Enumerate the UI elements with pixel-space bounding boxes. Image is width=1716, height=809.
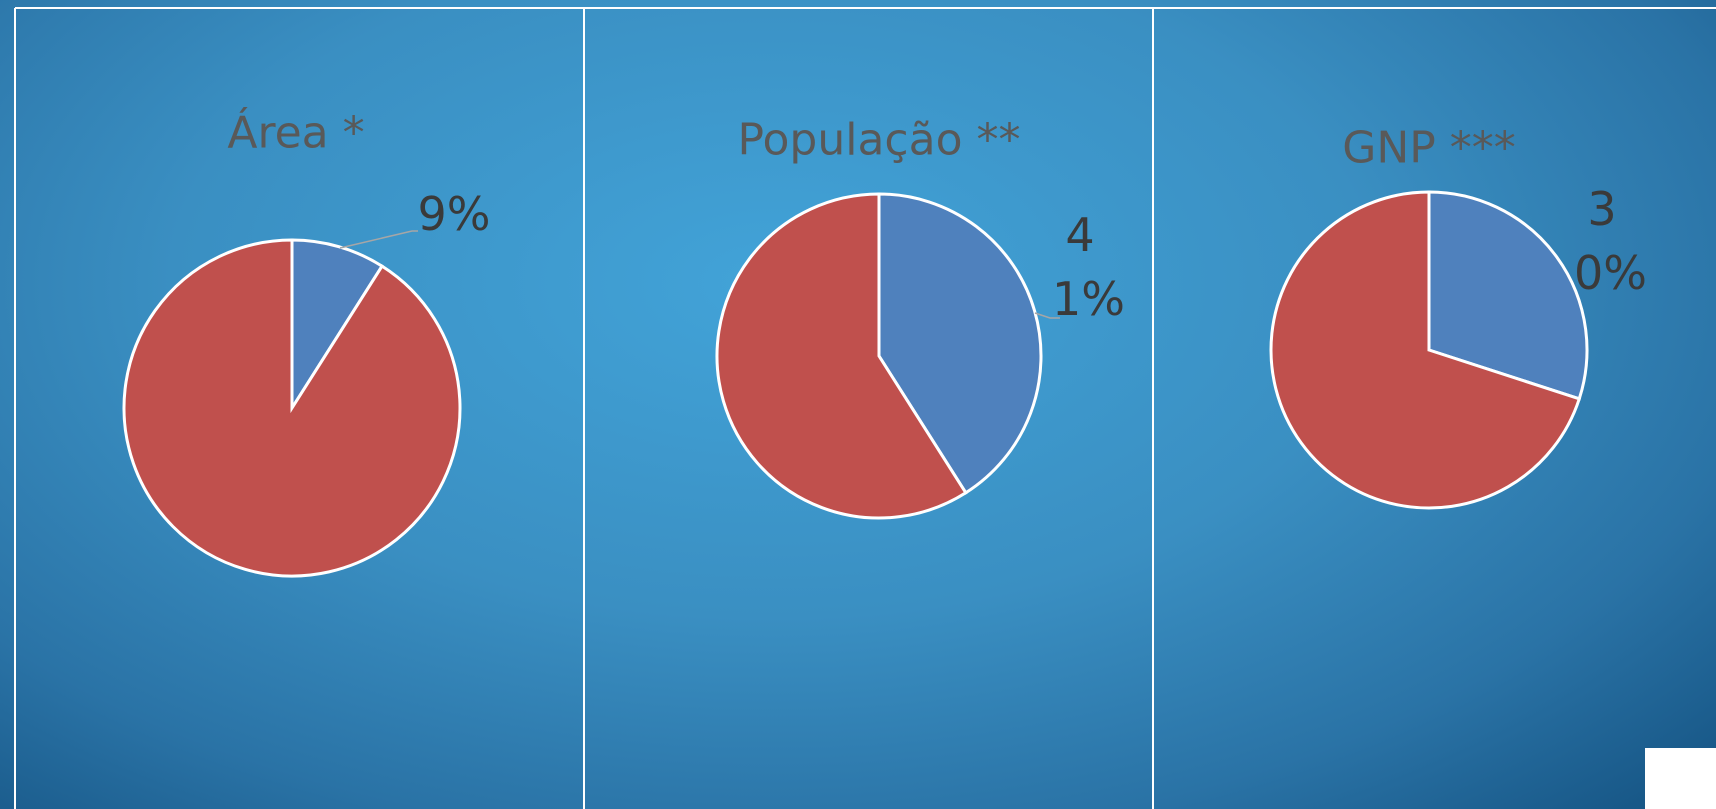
leader-line (339, 230, 418, 249)
pie-slice (715, 192, 968, 520)
corner-box (1645, 748, 1716, 809)
panel-frame (14, 7, 1716, 809)
data-label: 41% (1052, 208, 1125, 326)
chart-title: Área * (227, 107, 365, 159)
pie-slice (122, 238, 462, 578)
chart-title: GNP *** (1342, 122, 1516, 174)
leader-line (1034, 312, 1060, 319)
chart-title: População ** (737, 114, 1021, 166)
data-label: 30% (1574, 182, 1647, 300)
pie-slice (1427, 190, 1589, 401)
data-label: 9% (417, 187, 491, 241)
pie-slice (290, 238, 385, 414)
pie-slice (1269, 190, 1582, 510)
